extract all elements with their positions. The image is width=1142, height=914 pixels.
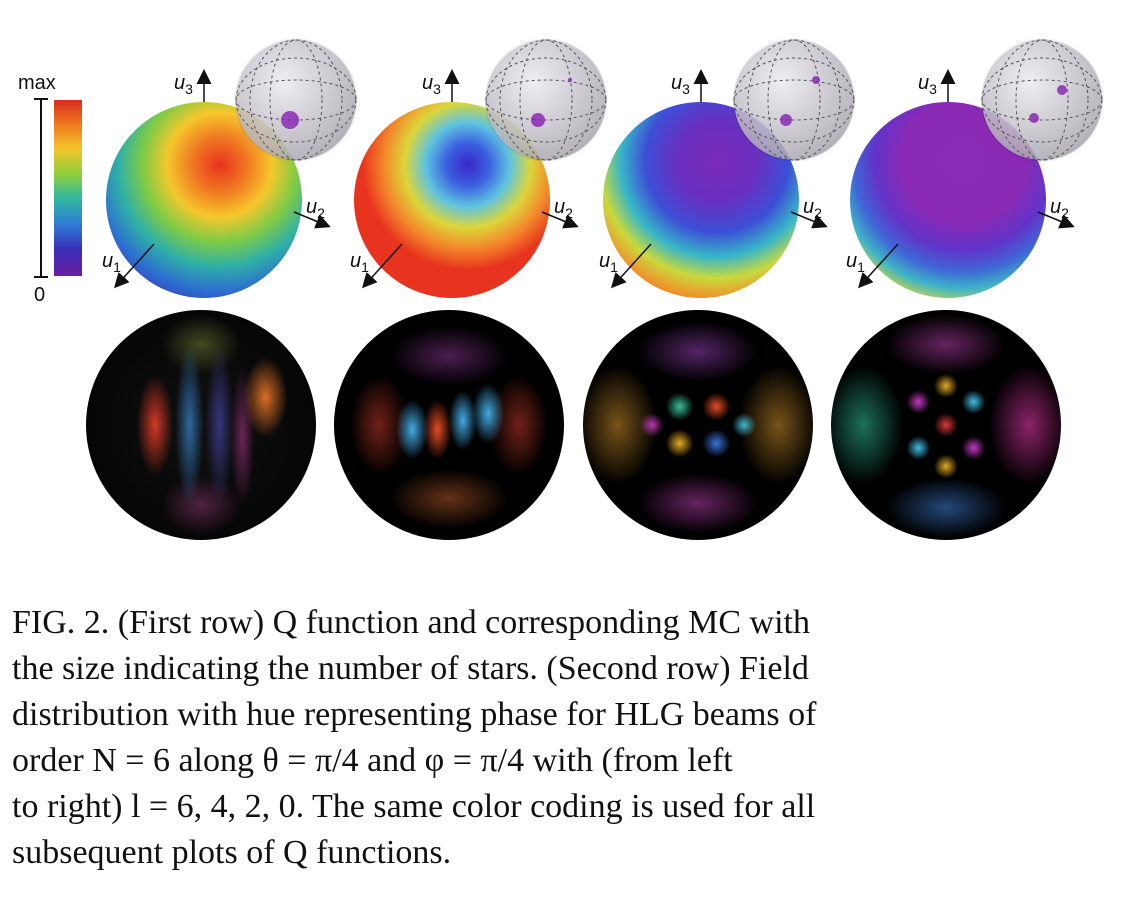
colorbar-bottom-tick bbox=[34, 276, 48, 278]
caption-line-3: distribution with hue representing phase… bbox=[12, 696, 817, 733]
u2-axis-arrow-1 bbox=[293, 211, 331, 229]
mc-star-1-1 bbox=[281, 111, 299, 129]
u3-axis-label-2: u3 bbox=[422, 72, 441, 97]
u3-axis-label-3: u3 bbox=[671, 72, 690, 97]
u1-axis-arrow-1 bbox=[113, 243, 155, 289]
u3-axis-label-4: u3 bbox=[918, 72, 937, 97]
u2-axis-label-3: u2 bbox=[803, 196, 822, 221]
u2-axis-label-1: u2 bbox=[306, 196, 325, 221]
mc-grid-arc-1-2 bbox=[235, 57, 357, 143]
mc-grid-arc-4-1 bbox=[981, 79, 1103, 121]
field-distribution-2 bbox=[334, 310, 564, 540]
caption-line-1: FIG. 2. (First row) Q function and corre… bbox=[12, 604, 810, 641]
mc-sphere-1 bbox=[236, 40, 356, 160]
mc-grid-arc-3-4 bbox=[747, 39, 841, 161]
mc-star-2-2 bbox=[568, 78, 572, 82]
u1-axis-label-3: u1 bbox=[599, 250, 618, 275]
u1-axis-label-1: u1 bbox=[102, 250, 121, 275]
u2-axis-label-4: u2 bbox=[1050, 196, 1069, 221]
u3-axis-label-1: u3 bbox=[174, 72, 193, 97]
mc-grid-arc-4-4 bbox=[995, 39, 1089, 161]
figure-caption: FIG. 2. (First row) Q function and corre… bbox=[12, 600, 1122, 876]
u2-axis-label-2: u2 bbox=[554, 196, 573, 221]
u1-axis-arrow-3 bbox=[610, 243, 652, 289]
mc-grid-arc-2-3 bbox=[519, 39, 573, 161]
mc-grid-arc-1-3 bbox=[269, 39, 323, 161]
colorbar-scale-line bbox=[40, 98, 42, 278]
u1-axis-label-4: u1 bbox=[846, 250, 865, 275]
u2-axis-arrow-4 bbox=[1037, 211, 1075, 229]
u2-axis-arrow-3 bbox=[790, 211, 828, 229]
colorbar bbox=[54, 100, 82, 276]
mc-star-4-2 bbox=[1057, 85, 1067, 95]
field-distribution-1 bbox=[86, 310, 316, 540]
colorbar-max-label: max bbox=[18, 72, 56, 94]
u1-axis-label-2: u1 bbox=[350, 250, 369, 275]
caption-line-2: the size indicating the number of stars.… bbox=[12, 650, 809, 687]
mc-grid-arc-4-3 bbox=[1015, 39, 1069, 161]
u2-axis-arrow-2 bbox=[541, 211, 579, 229]
u1-axis-arrow-4 bbox=[857, 243, 899, 289]
u1-axis-arrow-2 bbox=[361, 243, 403, 289]
mc-grid-arc-1-4 bbox=[249, 39, 343, 161]
colorbar-min-label: 0 bbox=[34, 284, 46, 306]
axes-and-stars-overlay bbox=[113, 39, 1103, 289]
caption-line-4: order N = 6 along θ = π/4 and φ = π/4 wi… bbox=[12, 742, 733, 779]
mc-sphere-2 bbox=[486, 40, 606, 160]
field-distribution-4 bbox=[831, 310, 1061, 540]
mc-grid-arc-3-2 bbox=[733, 57, 855, 143]
mc-sphere-4 bbox=[982, 40, 1102, 160]
mc-grid-arc-2-1 bbox=[485, 79, 607, 121]
mc-star-4-1 bbox=[1029, 113, 1039, 123]
colorbar-top-tick bbox=[34, 98, 48, 100]
figure: max 0 u3 u2 u1 u3 u2 u1 u3 u2 u1 u3 u2 u1 bbox=[18, 39, 1103, 540]
mc-grid-arc-3-3 bbox=[767, 39, 821, 161]
mc-star-2-1 bbox=[531, 113, 545, 127]
caption-line-6: subsequent plots of Q functions. bbox=[12, 834, 452, 871]
field-distribution-3 bbox=[583, 310, 813, 540]
mc-grid-arc-3-1 bbox=[733, 79, 855, 121]
mc-grid-arc-2-4 bbox=[499, 39, 593, 161]
mc-star-3-1 bbox=[780, 114, 792, 126]
mc-star-3-2 bbox=[812, 76, 820, 84]
caption-line-5: to right) l = 6, 4, 2, 0. The same color… bbox=[12, 788, 816, 825]
mc-sphere-3 bbox=[734, 40, 854, 160]
mc-grid-arc-2-2 bbox=[485, 57, 607, 143]
mc-grid-arc-4-2 bbox=[981, 57, 1103, 143]
